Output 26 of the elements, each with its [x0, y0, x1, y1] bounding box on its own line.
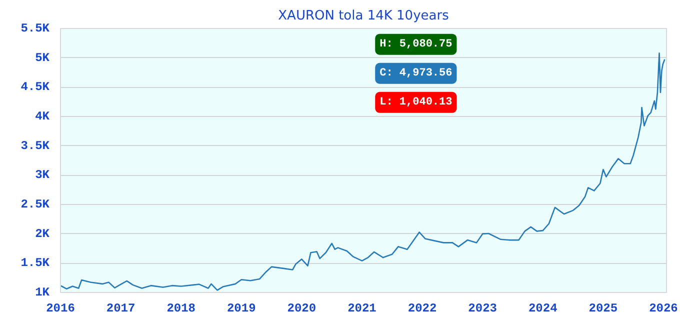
x-tick-label: 2024 — [528, 302, 558, 316]
y-tick-label: 4.5K — [20, 80, 50, 94]
y-tick-label: 3K — [35, 168, 50, 182]
y-tick-label: 1.5K — [20, 256, 50, 270]
x-tick-label: 2017 — [106, 302, 136, 316]
annotation: L: 1,040.13 — [380, 96, 453, 108]
x-tick-label: 2016 — [46, 302, 75, 316]
line-series — [60, 52, 666, 291]
y-tick-label: 2K — [35, 226, 50, 241]
y-tick-label: 5K — [35, 50, 50, 65]
x-tick-label: 2022 — [408, 302, 437, 316]
annotation: H: 5,080.75 — [380, 38, 453, 50]
x-tick-label: 2021 — [348, 302, 376, 316]
y-tick-label: 2.5K — [20, 198, 50, 212]
y-tick-label: 1K — [35, 286, 50, 300]
x-tick-label: 2025 — [588, 302, 618, 316]
x-tick-label: 2020 — [287, 302, 316, 316]
annotation: C: 4,973.56 — [380, 67, 452, 80]
y-tick-label: 4K — [35, 110, 50, 124]
y-tick-label: 5.5K — [20, 22, 50, 36]
x-tick-label: 2019 — [226, 302, 256, 316]
y-tick-label: 3.5K — [20, 138, 50, 153]
x-tick-label: 2026 — [649, 302, 678, 316]
x-tick-label: 2023 — [468, 302, 497, 316]
x-tick-label: 2018 — [166, 302, 196, 316]
chart-title: XAURON tola 14K 10years — [278, 8, 450, 24]
